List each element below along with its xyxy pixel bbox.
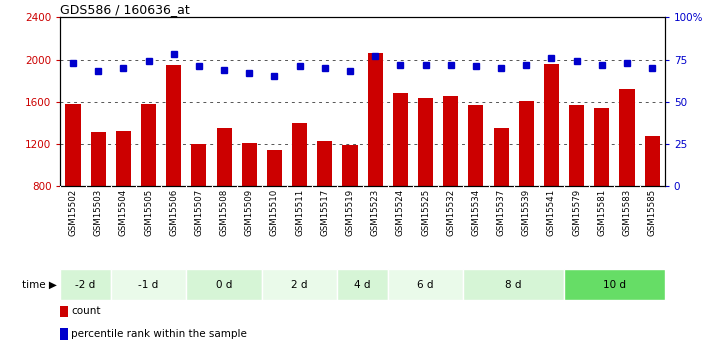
Bar — [368, 53, 383, 186]
Bar — [267, 150, 282, 186]
Text: GSM15502: GSM15502 — [68, 189, 77, 236]
Text: GSM15585: GSM15585 — [648, 189, 657, 236]
Text: percentile rank within the sample: percentile rank within the sample — [71, 329, 247, 339]
Bar — [418, 98, 433, 186]
Text: GSM15519: GSM15519 — [346, 189, 355, 236]
Bar — [443, 97, 459, 186]
Bar — [217, 128, 232, 186]
Bar — [242, 143, 257, 186]
Text: GSM15506: GSM15506 — [169, 189, 178, 236]
Text: GSM15532: GSM15532 — [447, 189, 455, 236]
Text: GSM15508: GSM15508 — [220, 189, 229, 236]
Bar — [645, 136, 660, 186]
Text: GSM15541: GSM15541 — [547, 189, 556, 236]
Bar — [493, 128, 508, 186]
Text: count: count — [71, 306, 101, 316]
Text: GSM15507: GSM15507 — [194, 189, 203, 236]
Bar — [317, 141, 333, 186]
Bar — [60, 328, 68, 339]
Text: GSM15534: GSM15534 — [471, 189, 481, 236]
Bar — [166, 65, 181, 186]
Text: GSM15523: GSM15523 — [370, 189, 380, 236]
Bar — [469, 105, 483, 186]
Bar — [519, 101, 534, 186]
Text: -2 d: -2 d — [75, 280, 96, 289]
Bar — [186, 269, 262, 300]
Bar — [60, 306, 68, 317]
Bar — [564, 269, 665, 300]
Text: GDS586 / 160636_at: GDS586 / 160636_at — [60, 3, 190, 16]
Text: GSM15525: GSM15525 — [421, 189, 430, 236]
Text: GSM15505: GSM15505 — [144, 189, 153, 236]
Text: 10 d: 10 d — [603, 280, 626, 289]
Text: GSM15503: GSM15503 — [94, 189, 102, 236]
Bar — [544, 64, 559, 186]
Text: GSM15524: GSM15524 — [396, 189, 405, 236]
Text: time ▶: time ▶ — [22, 280, 57, 289]
Text: 2 d: 2 d — [292, 280, 308, 289]
Bar — [91, 132, 106, 186]
Bar — [262, 269, 338, 300]
Text: 0 d: 0 d — [216, 280, 232, 289]
Bar — [338, 269, 387, 300]
Bar — [594, 108, 609, 186]
Bar — [569, 105, 584, 186]
Text: 4 d: 4 d — [354, 280, 371, 289]
Bar — [116, 131, 131, 186]
Text: GSM15537: GSM15537 — [496, 189, 506, 236]
Text: -1 d: -1 d — [139, 280, 159, 289]
Text: GSM15539: GSM15539 — [522, 189, 531, 236]
Text: GSM15579: GSM15579 — [572, 189, 581, 236]
Bar — [619, 89, 635, 186]
Bar — [343, 145, 358, 186]
Text: GSM15509: GSM15509 — [245, 189, 254, 236]
Text: GSM15517: GSM15517 — [321, 189, 329, 236]
Bar — [60, 269, 111, 300]
Bar — [393, 93, 408, 186]
Text: GSM15581: GSM15581 — [597, 189, 606, 236]
Text: GSM15510: GSM15510 — [270, 189, 279, 236]
Bar — [141, 104, 156, 186]
Bar — [387, 269, 464, 300]
Text: 8 d: 8 d — [506, 280, 522, 289]
Bar — [65, 104, 80, 186]
Text: GSM15504: GSM15504 — [119, 189, 128, 236]
Text: GSM15583: GSM15583 — [623, 189, 631, 236]
Text: 6 d: 6 d — [417, 280, 434, 289]
Text: GSM15511: GSM15511 — [295, 189, 304, 236]
Bar — [464, 269, 564, 300]
Bar — [191, 144, 206, 186]
Bar — [111, 269, 186, 300]
Bar — [292, 123, 307, 186]
